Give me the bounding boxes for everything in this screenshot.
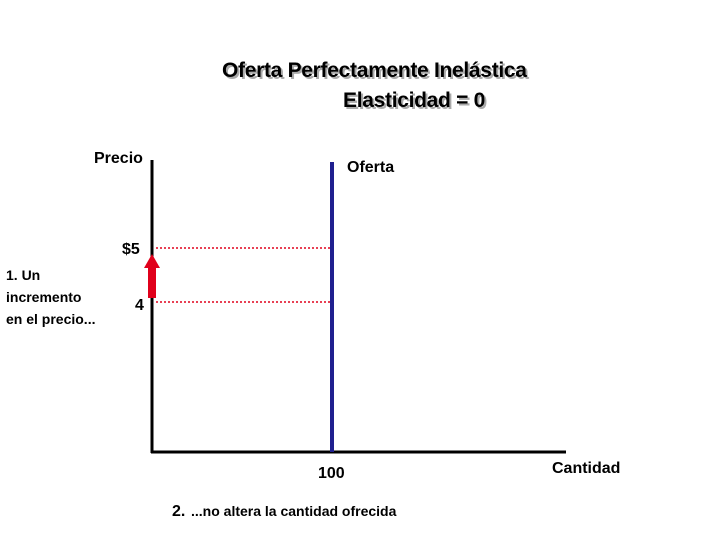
price-low: 4 <box>135 297 144 314</box>
title-line2: Elasticidad = 0 <box>343 89 485 112</box>
note2-number: 2. <box>172 503 185 520</box>
note1-line: 1. Un <box>6 267 40 283</box>
quantity-label: 100 <box>318 465 345 482</box>
price-high: $5 <box>122 241 140 258</box>
title-shadow: Oferta Perfectamente Inelástica <box>224 61 529 84</box>
y-axis-label: Precio <box>94 150 143 167</box>
note1-line: incremento <box>6 289 81 305</box>
title-shadow: Elasticidad = 0 <box>345 91 487 114</box>
arrow-shaft <box>148 266 156 298</box>
arrow-head <box>144 254 160 268</box>
curve-label: Oferta <box>347 159 394 176</box>
x-axis-label: Cantidad <box>552 460 620 477</box>
note2-text: ...no altera la cantidad ofrecida <box>191 503 397 519</box>
title-line1: Oferta Perfectamente Inelástica <box>222 59 527 82</box>
note1-line: en el precio... <box>6 311 95 327</box>
